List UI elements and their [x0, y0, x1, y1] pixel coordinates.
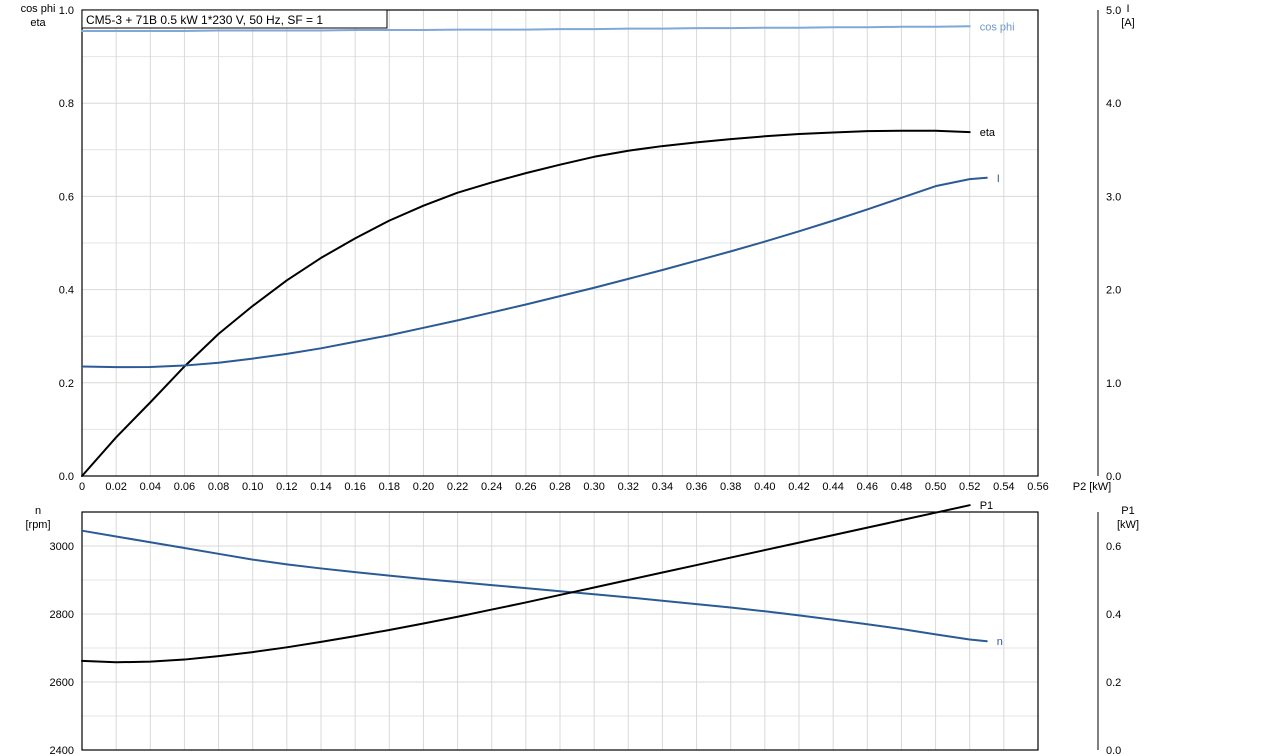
y-right-tick-label: 0.4 — [1106, 609, 1121, 621]
y-right-tick-label: 5.0 — [1106, 5, 1121, 17]
y-right-tick-label: 3.0 — [1106, 191, 1121, 203]
y-right-axis-label: P1 — [1121, 505, 1134, 517]
chart-title: CM5-3 + 71B 0.5 kW 1*230 V, 50 Hz, SF = … — [82, 10, 387, 28]
x-tick-label: 0.28 — [549, 481, 570, 493]
y-right-tick-label: 0.2 — [1106, 677, 1121, 689]
x-tick-label: 0.22 — [447, 481, 468, 493]
x-tick-label: 0.46 — [857, 481, 878, 493]
x-tick-label: 0.14 — [310, 481, 331, 493]
chart-svg: 0 0.02 0.04 0.06 0.08 0.10 0.12 0.14 0.16 0.18 0.2… — [0, 0, 1280, 756]
x-tick-label: 0.02 — [105, 481, 126, 493]
y-left-tick-label: 2600 — [50, 677, 74, 689]
y-right-tick-label: 1.0 — [1106, 378, 1121, 390]
y-right-tick-label: 0.6 — [1106, 541, 1121, 553]
y-left-tick-label: 0.4 — [59, 285, 74, 297]
y-left-axis-label: n — [35, 505, 41, 517]
chart-title-text: CM5-3 + 71B 0.5 kW 1*230 V, 50 Hz, SF = … — [86, 13, 323, 27]
y-left-axis-label: eta — [30, 17, 46, 29]
x-tick-label: 0 — [79, 481, 85, 493]
series-label-n: n — [997, 636, 1003, 648]
x-tick-label: 0.36 — [686, 481, 707, 493]
x-tick-label: 0.44 — [822, 481, 843, 493]
y-right-tick-label: 2.0 — [1106, 285, 1121, 297]
x-tick-label: 0.50 — [925, 481, 946, 493]
y-left-tick-label: 3000 — [50, 541, 74, 553]
x-tick-label: 0.30 — [583, 481, 604, 493]
y-right-axis-label: I — [1126, 3, 1129, 15]
y-left-tick-label: 0.0 — [59, 471, 74, 483]
x-tick-label: 0.40 — [754, 481, 775, 493]
y-left-tick-label: 1.0 — [59, 5, 74, 17]
x-tick-label: 0.20 — [413, 481, 434, 493]
x-tick-label: 0.56 — [1027, 481, 1048, 493]
series-label-I: I — [997, 173, 1000, 185]
top-plot: 0 0.02 0.04 0.06 0.08 0.10 0.12 0.14 0.16 0.18 0.2… — [21, 3, 1135, 493]
chart-container: 0 0.02 0.04 0.06 0.08 0.10 0.12 0.14 0.16 0.18 0.2… — [0, 0, 1280, 756]
y-left-tick-label: 0.6 — [59, 191, 74, 203]
x-tick-label: 0.06 — [174, 481, 195, 493]
x-tick-label: 0.08 — [208, 481, 229, 493]
x-tick-label: 0.04 — [140, 481, 161, 493]
x-tick-label: 0.18 — [379, 481, 400, 493]
y-left-axis-label: [rpm] — [25, 519, 50, 531]
x-tick-label: 0.38 — [720, 481, 741, 493]
x-tick-label: 0.26 — [515, 481, 536, 493]
y-left-tick-label: 0.8 — [59, 98, 74, 110]
series-label-eta: eta — [980, 127, 996, 139]
x-tick-label: 0.34 — [652, 481, 673, 493]
y-right-tick-label: 4.0 — [1106, 98, 1121, 110]
x-tick-label: 0.48 — [891, 481, 912, 493]
y-right-axis-label: [A] — [1121, 17, 1134, 29]
x-tick-label: 0.16 — [344, 481, 365, 493]
series-label-P1: P1 — [980, 500, 993, 512]
series-label-cos phi: cos phi — [980, 21, 1015, 33]
x-tick-label: 0.54 — [993, 481, 1014, 493]
y-left-tick-label: 2400 — [50, 745, 74, 756]
x-tick-label: 0.10 — [242, 481, 263, 493]
y-right-tick-label: 0.0 — [1106, 745, 1121, 756]
bottom-plot: 2400 2600 2800 3000 0.0 0.2 0.4 0.6 n [rpm] P1 [kW]… — [25, 500, 1139, 756]
x-tick-label: 0.32 — [618, 481, 639, 493]
y-left-tick-label: 2800 — [50, 609, 74, 621]
y-right-axis-label: [kW] — [1117, 519, 1139, 531]
x-tick-label: 0.52 — [959, 481, 980, 493]
x-tick-label: 0.12 — [276, 481, 297, 493]
y-left-axis-label: cos phi — [21, 3, 56, 15]
x-tick-label: 0.24 — [481, 481, 502, 493]
x-tick-label: 0.42 — [788, 481, 809, 493]
y-right-tick-label: 0.0 — [1106, 471, 1121, 483]
y-left-tick-label: 0.2 — [59, 378, 74, 390]
